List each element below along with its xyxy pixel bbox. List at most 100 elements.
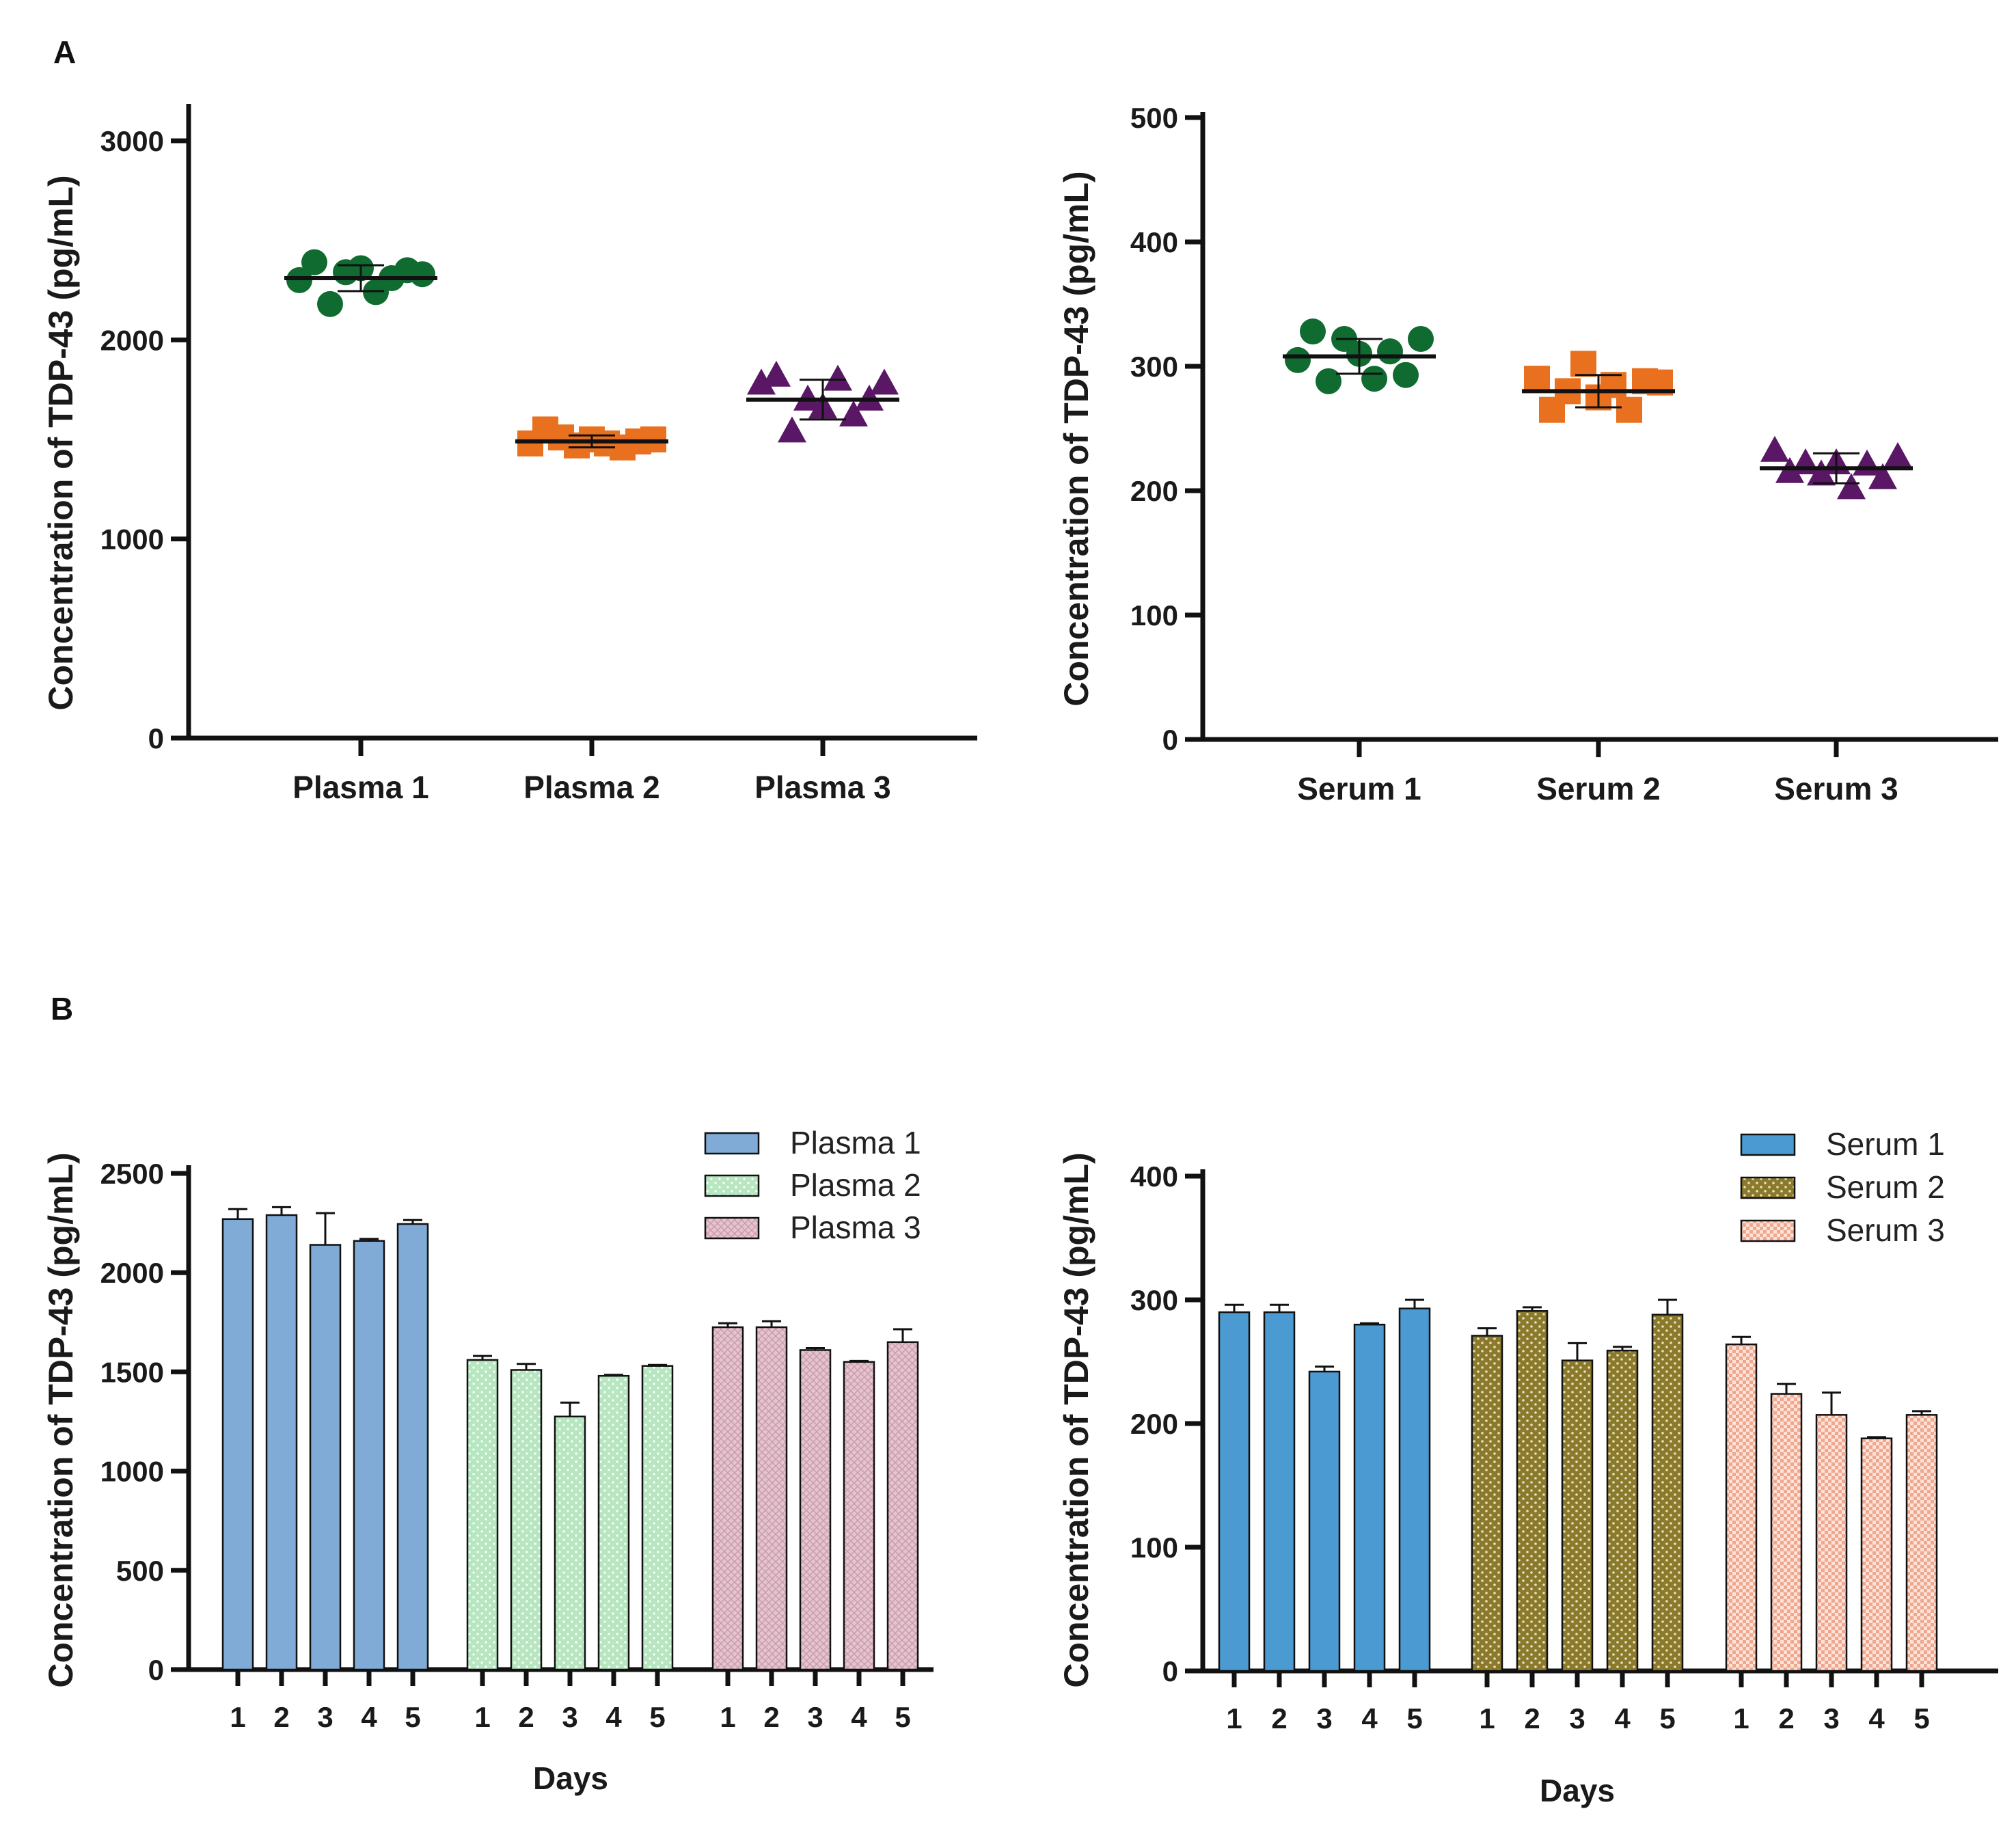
y-tick-label: 1000 — [100, 523, 164, 556]
data-point — [1377, 338, 1403, 365]
x-tick-label: 1 — [230, 1701, 245, 1733]
x-tick-label: 2 — [1778, 1702, 1794, 1734]
data-point — [823, 364, 852, 391]
x-tick-label: 1 — [1479, 1702, 1495, 1734]
y-tick-label: 500 — [116, 1555, 164, 1587]
bar — [309, 1244, 342, 1671]
bar — [510, 1369, 543, 1671]
y-tick-label: 300 — [1130, 351, 1178, 383]
bar — [1398, 1307, 1431, 1672]
x-tick-label: 4 — [1868, 1702, 1885, 1734]
y-tick-label: 0 — [1162, 724, 1178, 756]
data-point — [1837, 473, 1866, 500]
data-point — [870, 368, 899, 395]
legend-label: Plasma 1 — [790, 1125, 921, 1160]
legend-label: Serum 1 — [1826, 1126, 1945, 1162]
legend-label: Plasma 2 — [790, 1167, 921, 1203]
x-tick-label: 4 — [851, 1701, 867, 1733]
x-tick-label: Serum 1 — [1297, 771, 1421, 806]
bar — [466, 1359, 499, 1671]
data-point — [1883, 441, 1912, 468]
data-point — [1524, 366, 1550, 392]
y-tick-label: 0 — [1162, 1655, 1178, 1687]
x-tick-label: Plasma 2 — [523, 770, 659, 805]
y-tick-label: 100 — [1130, 1532, 1178, 1564]
x-tick-label: 5 — [405, 1701, 420, 1733]
data-point — [762, 360, 791, 387]
x-tick-label: 1 — [1733, 1702, 1749, 1734]
legend-swatch — [1740, 1133, 1796, 1156]
scatter-chart-serum: Concentration of TDP-43 (pg/mL) 0 100 200 3… — [1057, 102, 1998, 806]
data-point — [1868, 463, 1897, 489]
legend-label: Serum 2 — [1826, 1169, 1945, 1205]
bar — [1905, 1414, 1938, 1672]
y-tick-label: 400 — [1130, 1160, 1178, 1193]
data-point — [1316, 368, 1341, 394]
y-tick-label: 3000 — [100, 125, 164, 157]
bar-chart-serum-days: Concentration of TDP-43 (pg/mL) Days 0 10… — [1057, 1126, 1998, 1808]
data-point — [1393, 362, 1419, 388]
x-tick-label: Plasma 1 — [292, 770, 428, 805]
bar — [1815, 1414, 1848, 1672]
data-point — [1361, 366, 1387, 392]
data-point — [1300, 318, 1326, 345]
panel-label-b: B — [51, 991, 73, 1026]
y-tick-label: 200 — [1130, 1408, 1178, 1440]
bar — [1516, 1310, 1549, 1672]
data-point — [1570, 351, 1596, 377]
bar-chart-plasma-days: Concentration of TDP-43 (pg/mL) Days 0 50… — [42, 1125, 934, 1796]
bar — [221, 1218, 254, 1671]
y-tick-label: 1500 — [100, 1356, 164, 1388]
legend-swatch — [704, 1216, 760, 1240]
x-tick-label: 5 — [649, 1701, 665, 1733]
data-point — [778, 416, 806, 443]
scatter-chart-plasma: Concentration of TDP-43 (pg/mL) 0 1000 200… — [42, 104, 977, 805]
x-tick-label: 4 — [361, 1701, 377, 1733]
bar — [1860, 1437, 1893, 1672]
bar — [1606, 1349, 1639, 1672]
legend-swatch — [1740, 1219, 1796, 1242]
legend-label: Plasma 3 — [790, 1210, 921, 1245]
bar — [554, 1415, 586, 1671]
y-tick-label: 500 — [1130, 102, 1178, 134]
x-axis-title: Days — [1540, 1773, 1615, 1808]
x-tick-label: 1 — [720, 1701, 735, 1733]
x-tick-label: 5 — [1406, 1702, 1422, 1734]
legend-swatch — [704, 1174, 760, 1197]
bar — [353, 1240, 385, 1671]
x-tick-label: Plasma 3 — [754, 770, 890, 805]
data-point — [1600, 372, 1626, 398]
data-point — [1807, 459, 1836, 486]
data-point — [839, 400, 868, 427]
x-tick-label: 5 — [1659, 1702, 1675, 1734]
y-tick-label: 300 — [1130, 1284, 1178, 1316]
data-point — [747, 368, 776, 395]
x-tick-label: 4 — [1361, 1702, 1378, 1734]
x-tick-label: 5 — [1913, 1702, 1929, 1734]
y-axis-title: Concentration of TDP-43 (pg/mL) — [42, 175, 80, 710]
y-tick-label: 100 — [1130, 599, 1178, 631]
y-tick-label: 400 — [1130, 226, 1178, 258]
x-tick-label: 2 — [273, 1701, 289, 1733]
bar — [886, 1341, 919, 1671]
x-tick-label: 1 — [474, 1701, 490, 1733]
x-tick-label: 3 — [1316, 1702, 1332, 1734]
x-tick-label: 5 — [895, 1701, 910, 1733]
y-tick-label: 2000 — [100, 1257, 164, 1289]
x-tick-label: 2 — [1271, 1702, 1287, 1734]
y-tick-label: 0 — [148, 722, 164, 754]
data-point — [1408, 325, 1434, 352]
x-tick-label: Serum 2 — [1536, 771, 1661, 806]
panel-label-a: A — [53, 34, 76, 70]
bar — [396, 1223, 429, 1671]
y-axis-title: Concentration of TDP-43 (pg/mL) — [42, 1152, 80, 1687]
legend-swatch — [1740, 1176, 1796, 1199]
bar — [1218, 1311, 1251, 1672]
x-tick-label: 3 — [1823, 1702, 1839, 1734]
bar — [799, 1349, 832, 1671]
bar — [597, 1374, 630, 1671]
data-point — [1285, 346, 1311, 373]
x-tick-label: 1 — [1226, 1702, 1242, 1734]
y-tick-label: 200 — [1130, 475, 1178, 507]
x-tick-label: 2 — [763, 1701, 779, 1733]
